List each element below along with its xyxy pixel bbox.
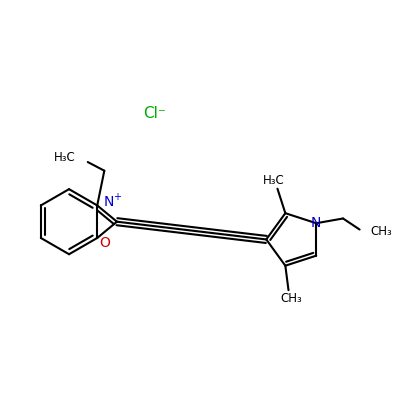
Text: Cl⁻: Cl⁻	[143, 106, 166, 121]
Text: N: N	[104, 195, 114, 209]
Text: H₃C: H₃C	[53, 151, 75, 164]
Text: CH₃: CH₃	[281, 292, 302, 305]
Text: CH₃: CH₃	[371, 225, 392, 238]
Text: O: O	[100, 236, 110, 250]
Text: N: N	[311, 216, 322, 230]
Text: H₃C: H₃C	[263, 174, 284, 186]
Text: +: +	[113, 192, 121, 202]
